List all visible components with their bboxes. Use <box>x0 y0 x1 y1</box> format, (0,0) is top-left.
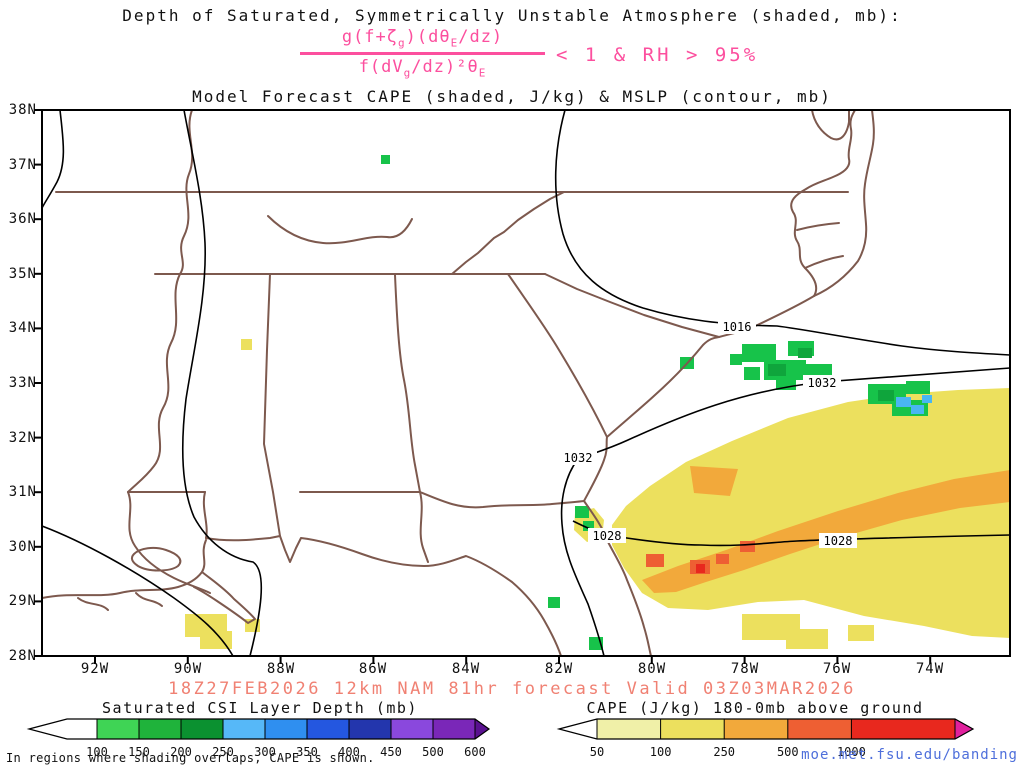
lon-label: 82W <box>544 661 574 677</box>
lon-label: 84W <box>451 661 481 677</box>
forecast-map: 1016 1032 1032 1028 1028 <box>34 109 1011 664</box>
lon-label: 80W <box>637 661 667 677</box>
lat-label: 32N <box>8 430 37 446</box>
map-frame <box>41 109 1011 657</box>
csi-tick: 250 <box>212 745 234 759</box>
contour-label: 1032 <box>808 376 837 390</box>
credit-link[interactable]: moe.met.fsu.edu/banding <box>801 747 1018 763</box>
lat-label: 28N <box>8 648 37 664</box>
lon-label: 76W <box>822 661 852 677</box>
csi-tick: 400 <box>338 745 360 759</box>
csi-tick: 600 <box>464 745 486 759</box>
cape-legend-title: CAPE (J/kg) 180-0mb above ground <box>586 699 924 717</box>
cape-tick: 500 <box>777 745 799 759</box>
csi-shading-blue <box>896 395 932 414</box>
csi-tick: 200 <box>170 745 192 759</box>
formula-denominator: f(dVg/dz)²θE <box>358 57 487 80</box>
csi-formula: g(f+ζg)(dθE/dz) f(dVg/dz)²θE <box>300 27 545 80</box>
csi-tick: 350 <box>296 745 318 759</box>
map-ticks <box>34 109 932 664</box>
lat-label: 35N <box>8 266 37 282</box>
contour-label: 1028 <box>593 529 622 543</box>
csi-shading-dark <box>768 348 894 401</box>
cape-shading-moderate <box>642 466 1010 593</box>
page-title: Depth of Saturated, Symmetrically Unstab… <box>122 6 902 25</box>
lat-label: 30N <box>8 539 37 555</box>
csi-colorbar: 100 150 200 250 300 350 400 450 500 600 <box>26 718 491 759</box>
csi-tick: 500 <box>422 745 444 759</box>
contour-label: 1016 <box>723 320 752 334</box>
cape-colorbar: 50 100 250 500 1000 <box>556 718 975 759</box>
cape-tick: 100 <box>650 745 672 759</box>
cape-tick: 250 <box>713 745 735 759</box>
contour-labels: 1016 1032 1032 1028 1028 <box>559 319 857 548</box>
csi-legend-title: Saturated CSI Layer Depth (mb) <box>102 699 418 717</box>
contour-label: 1032 <box>564 451 593 465</box>
lon-label: 90W <box>173 661 203 677</box>
csi-tick: 100 <box>86 745 108 759</box>
lat-label: 34N <box>8 320 37 336</box>
lat-label: 31N <box>8 484 37 500</box>
lat-label: 29N <box>8 593 37 609</box>
map-subtitle: Model Forecast CAPE (shaded, J/kg) & MSL… <box>192 87 832 106</box>
csi-tick: 300 <box>254 745 276 759</box>
lat-label: 33N <box>8 375 37 391</box>
lon-label: 88W <box>266 661 296 677</box>
lon-label: 74W <box>915 661 945 677</box>
lon-label: 86W <box>358 661 388 677</box>
lon-label: 78W <box>730 661 760 677</box>
csi-tick: 450 <box>380 745 402 759</box>
contour-label: 1028 <box>824 534 853 548</box>
lat-label: 37N <box>8 157 37 173</box>
lat-label: 36N <box>8 211 37 227</box>
forecast-valid-line: 18Z27FEB2026 12km NAM 81hr forecast Vali… <box>168 679 856 699</box>
csi-tick: 150 <box>128 745 150 759</box>
formula-condition: < 1 & RH > 95% <box>556 44 759 66</box>
cape-tick: 50 <box>590 745 604 759</box>
formula-numerator: g(f+ζg)(dθE/dz) <box>300 27 545 56</box>
lon-label: 92W <box>80 661 110 677</box>
cape-tick: 1000 <box>837 745 866 759</box>
lat-label: 38N <box>8 102 37 118</box>
cape-shading-extreme <box>696 564 705 573</box>
overlap-note: In regions where shading overlaps, CAPE … <box>6 751 375 765</box>
